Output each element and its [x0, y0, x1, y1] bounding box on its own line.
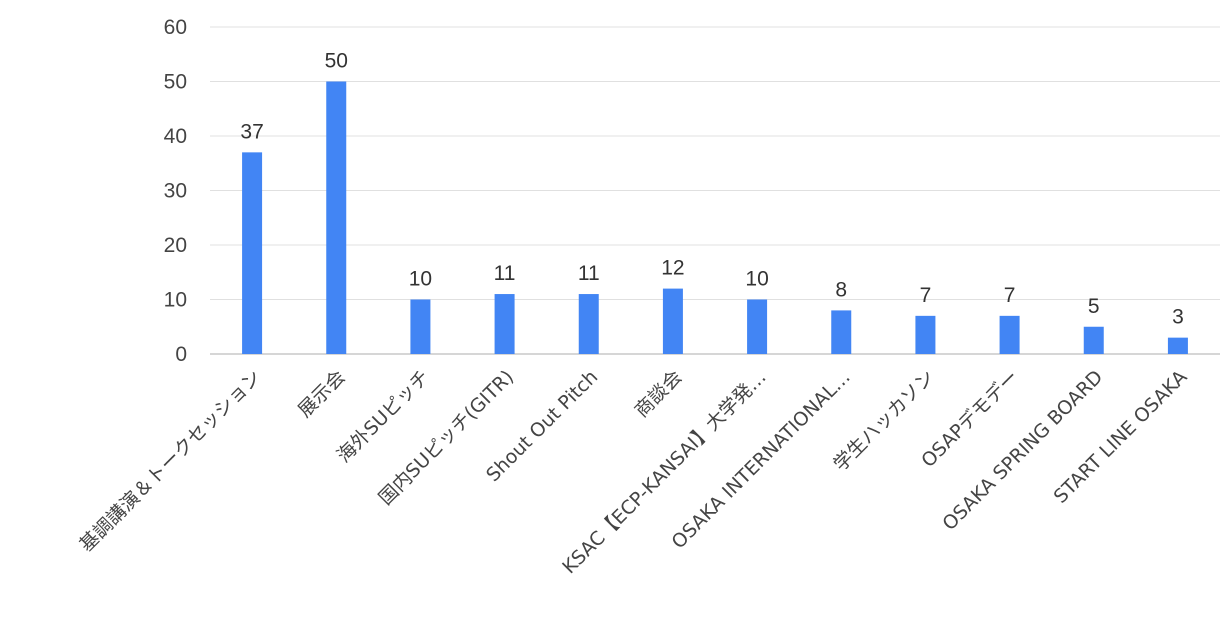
- y-axis-ticks: 0 10 20 30 40 50 60: [164, 16, 187, 366]
- bar: [747, 299, 768, 354]
- bar: [242, 152, 263, 354]
- bar: [1167, 337, 1188, 354]
- data-label: 11: [494, 262, 516, 285]
- bar: [915, 315, 936, 354]
- data-label: 7: [920, 284, 932, 307]
- y-tick-label: 20: [164, 234, 187, 257]
- x-tick-label: 商談会: [631, 366, 687, 422]
- bar: [578, 294, 599, 354]
- data-label: 37: [240, 120, 263, 143]
- x-tick-label: 展示会: [294, 366, 350, 422]
- bar: [410, 299, 431, 354]
- y-tick-label: 60: [164, 16, 187, 39]
- y-tick-label: 0: [175, 343, 187, 366]
- x-axis-categories: 基調講演＆トークセッション 展示会海外SUピッチ国内SUピッチ(GITR)Shou…: [75, 366, 1191, 578]
- data-label: 50: [325, 50, 348, 73]
- data-label: 8: [835, 278, 847, 301]
- data-label: 10: [745, 268, 768, 291]
- bar: [662, 288, 683, 354]
- data-label: 12: [661, 257, 684, 280]
- data-labels: 37 50 10 11 11 12 10 8 7 7 5 3: [240, 50, 1183, 329]
- x-tick-label: OSAKA SPRING BOARD: [938, 366, 1107, 535]
- data-label: 10: [409, 268, 432, 291]
- gridlines: [210, 26, 1220, 355]
- bar: [326, 81, 347, 354]
- y-tick-label: 40: [164, 125, 187, 148]
- data-label: 11: [578, 262, 600, 285]
- bar: [1083, 326, 1104, 354]
- y-tick-label: 30: [164, 180, 187, 203]
- bar: [831, 310, 852, 354]
- bar: [494, 294, 515, 354]
- y-tick-label: 10: [164, 289, 187, 312]
- x-tick-label: 基調講演＆トークセッション: [75, 366, 265, 556]
- data-label: 5: [1088, 295, 1100, 318]
- bars: [242, 81, 1188, 354]
- y-tick-label: 50: [164, 71, 187, 94]
- bar: [999, 315, 1020, 354]
- x-tick-label: OSAKA INTERNATIONAL…: [668, 366, 855, 553]
- data-label: 7: [1004, 284, 1016, 307]
- data-label: 3: [1172, 306, 1184, 329]
